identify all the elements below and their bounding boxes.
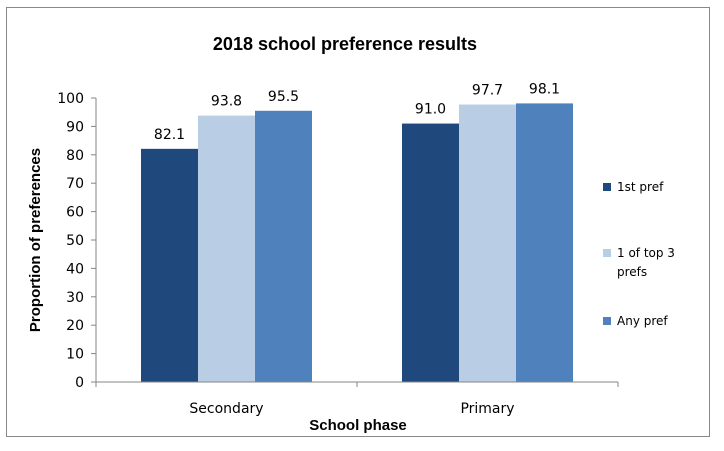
chart-title: 2018 school preference results	[213, 34, 477, 54]
legend-swatch	[603, 249, 611, 257]
bar	[402, 123, 459, 382]
y-tick-label: 0	[75, 375, 84, 391]
legend-item: 1st pref	[603, 180, 664, 194]
category-labels-group: Secondary Primary	[95, 382, 619, 417]
y-tick-label: 60	[66, 205, 84, 221]
y-tick-label: 90	[66, 119, 84, 135]
y-tick-label: 50	[66, 233, 84, 249]
legend: 1st pref 1 of top 3 prefs Any pref	[603, 180, 675, 328]
bar	[255, 110, 312, 382]
data-label: 98.1	[529, 81, 560, 97]
data-label: 93.8	[211, 94, 242, 110]
y-tick-label: 30	[66, 290, 84, 306]
legend-label: Any pref	[617, 314, 668, 328]
category-label: Secondary	[189, 401, 263, 417]
legend-swatch	[603, 183, 611, 191]
bars-group	[141, 103, 573, 383]
bar	[459, 104, 516, 383]
bar	[141, 148, 198, 382]
y-tick-label: 40	[66, 261, 84, 277]
legend-label: 1st pref	[617, 180, 664, 194]
legend-item: 1 of top 3 prefs	[603, 246, 675, 279]
bar	[516, 103, 573, 383]
y-tick-label: 10	[66, 347, 84, 363]
data-labels-group: 82.1 93.8 95.5 91.0 97.7 98.1	[154, 81, 560, 142]
y-tick-label: 20	[66, 318, 84, 334]
data-label: 95.5	[268, 89, 299, 105]
data-label: 91.0	[415, 102, 446, 118]
category-label: Primary	[460, 401, 514, 417]
bar	[198, 115, 255, 382]
legend-item: Any pref	[603, 314, 668, 328]
y-axis-ticks: 0 10 20 30 40 50 60 70 80 90 100	[57, 91, 96, 391]
legend-swatch	[603, 317, 611, 325]
y-tick-label: 100	[57, 91, 84, 107]
chart-frame	[6, 7, 710, 437]
legend-label: 1 of top 3 prefs	[617, 246, 675, 279]
data-label: 97.7	[472, 83, 503, 99]
x-axis-title: School phase	[309, 417, 407, 434]
data-label: 82.1	[154, 127, 185, 143]
y-tick-label: 80	[66, 148, 84, 164]
y-tick-label: 70	[66, 176, 84, 192]
y-axis-title: Proportion of preferences	[27, 148, 44, 332]
